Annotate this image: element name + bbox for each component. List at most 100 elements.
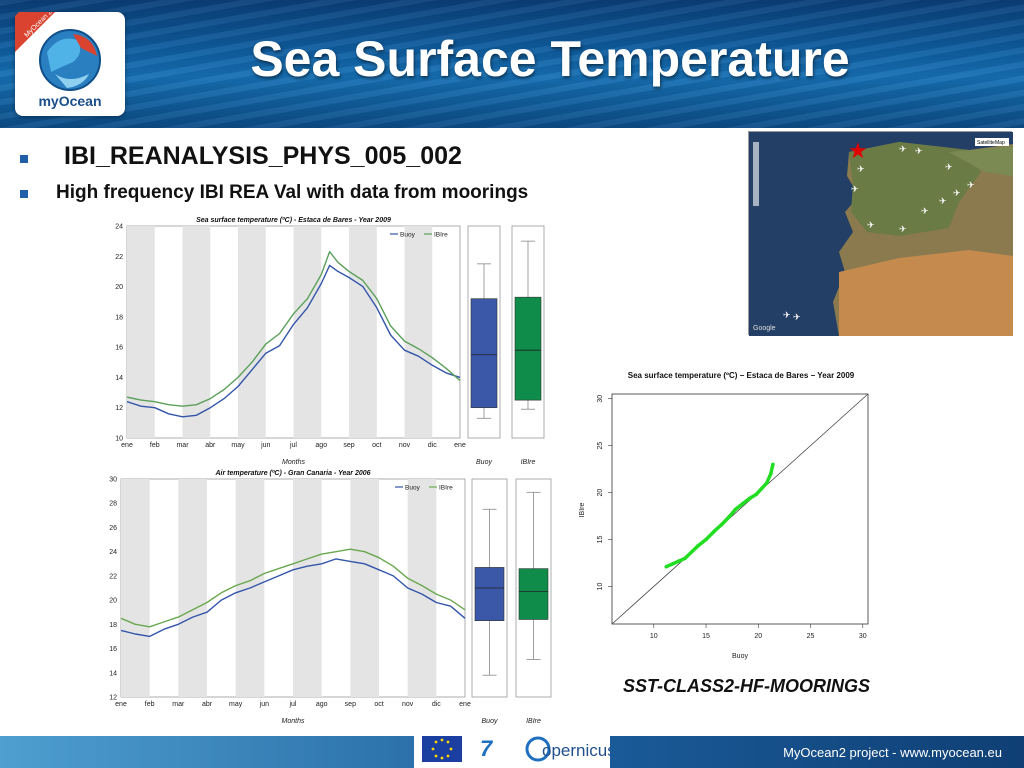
satellite-button[interactable]: Satellite xyxy=(977,140,995,146)
scatter-point xyxy=(759,487,764,491)
y-tick-label: 18 xyxy=(115,314,123,321)
x-tick-label: dic xyxy=(428,442,437,449)
footer-logo-strip: 7 opernicus xyxy=(422,736,616,762)
svg-text:✈: ✈ xyxy=(867,220,875,230)
legend-label: IBIre xyxy=(434,232,448,239)
x-tick-label: dic xyxy=(432,701,441,708)
y-tick-label: 12 xyxy=(115,405,123,412)
bullet-2-text: High frequency IBI REA Val with data fro… xyxy=(56,182,529,203)
x-tick-label: 20 xyxy=(754,633,762,640)
air-temp-timeseries-chart: Air temperature (ºC) - Gran Canaria - Ye… xyxy=(109,470,552,725)
selected-station-star-icon[interactable]: ★ xyxy=(848,138,868,163)
slide-header: MyOcean 2 myOcean Sea Surface Temperatur… xyxy=(0,0,1024,128)
x-tick-label: ene xyxy=(115,701,127,708)
map-button[interactable]: Map xyxy=(995,140,1005,146)
y-tick-label: 20 xyxy=(115,284,123,291)
svg-text:✈: ✈ xyxy=(857,164,865,174)
scatter-point xyxy=(664,564,669,569)
x-axis-label: Months xyxy=(282,718,305,725)
eu-stars-icon xyxy=(431,738,453,760)
y-tick-label: 24 xyxy=(115,224,123,231)
x-tick-label: jun xyxy=(260,442,270,449)
scatter-point xyxy=(704,537,708,542)
series-line-ibire xyxy=(126,251,461,407)
month-band xyxy=(121,479,150,697)
y-tick-label: 12 xyxy=(109,695,117,702)
svg-text:✈: ✈ xyxy=(783,310,791,320)
x-tick-label: jul xyxy=(289,442,297,449)
scatter-panel: Sea surface temperature (ºC) − Estaca de… xyxy=(576,362,876,672)
zoom-slider[interactable] xyxy=(753,142,759,206)
y-tick-label: 25 xyxy=(597,442,604,450)
x-tick-label: may xyxy=(231,442,245,449)
x-tick-label: mar xyxy=(172,701,185,708)
svg-text:✈: ✈ xyxy=(793,312,801,322)
month-band xyxy=(350,479,379,697)
scatter-point xyxy=(683,556,687,561)
x-tick-label: may xyxy=(229,701,243,708)
boxplot-label: IBIre xyxy=(521,459,536,466)
x-tick-label: oct xyxy=(372,442,381,449)
bullet-marker xyxy=(20,190,28,198)
month-band xyxy=(404,226,433,438)
fp7-logo: 7 xyxy=(480,736,494,761)
x-tick-label: jul xyxy=(288,701,296,708)
chart-title: Air temperature (ºC) - Gran Canaria - Ye… xyxy=(214,470,370,477)
scatter-point xyxy=(771,462,775,467)
y-tick-label: 20 xyxy=(597,489,604,497)
x-tick-label: nov xyxy=(402,701,414,708)
scatter-point xyxy=(769,471,773,476)
x-tick-label: 25 xyxy=(807,633,815,640)
y-tick-label: 24 xyxy=(109,549,117,556)
scatter-point xyxy=(677,559,681,563)
boxplot-label: Buoy xyxy=(476,459,492,466)
y-tick-label: 30 xyxy=(597,395,604,403)
x-tick-label: feb xyxy=(145,701,155,708)
y-tick-label: 30 xyxy=(109,477,117,484)
scatter-point xyxy=(670,562,675,566)
series-line-buoy xyxy=(120,558,466,638)
x-tick-label: 10 xyxy=(650,633,658,640)
month-band xyxy=(293,226,322,438)
slide-title: Sea Surface Temperature xyxy=(250,31,850,87)
boxplot-box xyxy=(474,567,505,621)
legend-label: Buoy xyxy=(405,485,421,492)
y-tick-label: 22 xyxy=(109,573,117,580)
footer-text[interactable]: MyOcean2 project - www.myocean.eu xyxy=(783,745,1002,760)
map-attribution: Google xyxy=(753,325,776,332)
y-tick-label: 22 xyxy=(115,254,123,261)
x-tick-label: nov xyxy=(399,442,411,449)
y-tick-label: 16 xyxy=(109,646,117,653)
scatter-point xyxy=(727,515,731,519)
chart-title: Sea surface temperature (ºC) - Estaca de… xyxy=(196,217,391,224)
map-image: Satellite Map ✈ ✈ ✈✈ ✈✈ ✈✈ ✈✈ ✈✈ ✈ ★ Goog… xyxy=(749,132,1013,336)
x-tick-label: ene xyxy=(454,442,466,449)
y-tick-label: 14 xyxy=(109,670,117,677)
scatter-point xyxy=(740,502,745,506)
x-axis-label: Buoy xyxy=(732,653,748,660)
series-line-buoy xyxy=(126,264,461,418)
scatter-point xyxy=(719,522,724,527)
x-tick-label: mar xyxy=(176,442,189,449)
svg-text:✈: ✈ xyxy=(921,206,929,216)
svg-text:✈: ✈ xyxy=(851,184,859,194)
sst-timeseries-panel: Sea surface temperature (ºC) - Estaca de… xyxy=(100,212,553,474)
x-axis-label: Months xyxy=(282,459,305,466)
boxplot-box xyxy=(514,296,542,401)
y-tick-label: 10 xyxy=(597,582,604,590)
y-tick-label: 26 xyxy=(109,525,117,532)
series-line-ibire xyxy=(120,548,466,628)
scatter-point xyxy=(712,529,717,533)
scatter-point xyxy=(748,496,752,501)
boxplot-label: IBIre xyxy=(526,718,541,725)
boxplot-box xyxy=(518,568,549,620)
map-type-buttons[interactable] xyxy=(975,138,1009,146)
mooring-map[interactable]: Satellite Map ✈ ✈ ✈ ✈ ✈ ✈ ✈ ✈ ✈ ✈ ✈ ✈ ✈ ★ Goog… xyxy=(748,131,1013,336)
month-band xyxy=(182,226,211,438)
x-tick-label: ago xyxy=(316,701,328,708)
y-axis-label: IBIre xyxy=(579,503,586,518)
svg-text:✈: ✈ xyxy=(967,180,975,190)
identity-line xyxy=(611,393,869,625)
y-tick-label: 10 xyxy=(115,436,123,443)
x-tick-label: ene xyxy=(121,442,133,449)
